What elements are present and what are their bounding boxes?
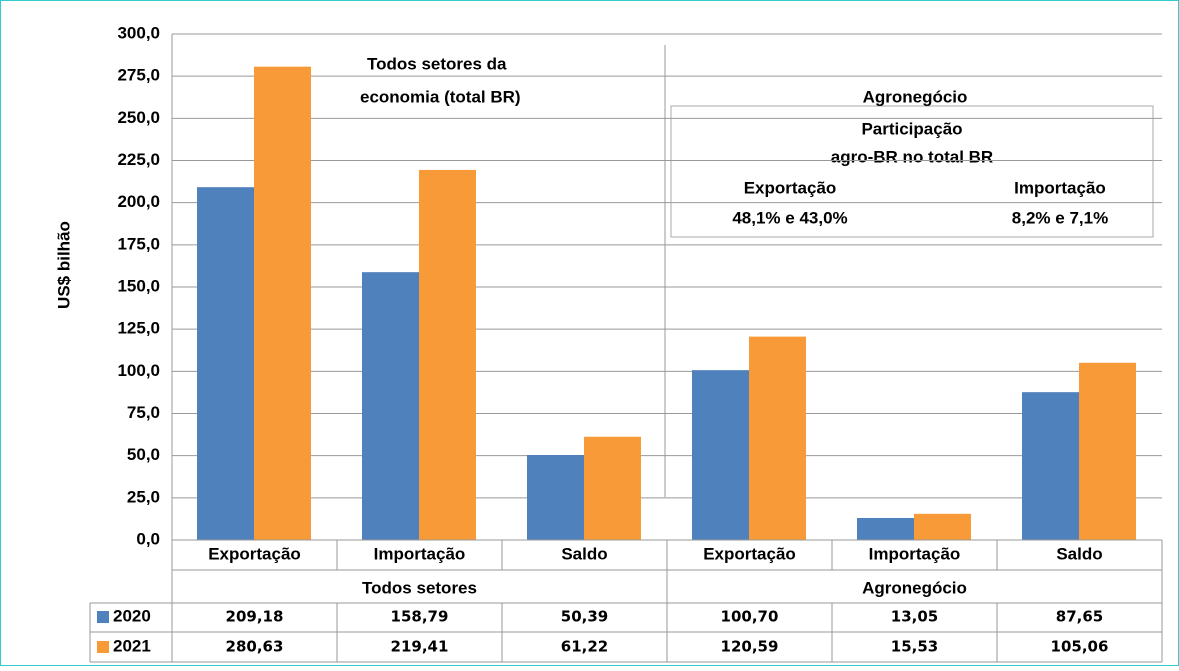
bar xyxy=(584,436,641,540)
value-label: 219,41 xyxy=(391,638,449,656)
value-label: 120,59 xyxy=(721,638,779,656)
annotation: economia (total BR) xyxy=(360,87,521,106)
bar xyxy=(527,455,584,540)
box-title: agro-BR no total BR xyxy=(831,147,993,166)
x-tick-label: Importação xyxy=(869,544,961,563)
group-label: Todos setores xyxy=(362,578,477,597)
value-label: 280,63 xyxy=(226,638,284,656)
info-box xyxy=(670,105,1154,238)
y-tick-label: 100,0 xyxy=(117,361,160,380)
bar xyxy=(362,272,419,540)
y-tick-label: 200,0 xyxy=(117,192,160,211)
x-tick-label: Saldo xyxy=(561,544,607,563)
x-tick-label: Exportação xyxy=(703,544,796,563)
legend-swatch xyxy=(97,611,109,623)
y-tick-label: 175,0 xyxy=(117,234,160,253)
bar xyxy=(857,517,914,540)
value-label: 158,79 xyxy=(391,608,449,626)
value-label: 87,65 xyxy=(1056,608,1103,626)
y-tick-label: 225,0 xyxy=(117,150,160,169)
value-label: 209,18 xyxy=(226,608,284,626)
box-label: Exportação xyxy=(744,178,837,197)
value-label: 100,70 xyxy=(721,608,779,626)
annotation: Agronegócio xyxy=(863,87,968,106)
value-label: 50,39 xyxy=(561,608,608,626)
value-label: 13,05 xyxy=(891,608,938,626)
bar xyxy=(1079,362,1136,540)
x-tick-label: Exportação xyxy=(208,544,301,563)
x-tick-label: Importação xyxy=(374,544,466,563)
box-title: Participação xyxy=(861,119,962,138)
annotation: Todos setores da xyxy=(367,54,507,73)
value-label: 15,53 xyxy=(891,638,938,656)
legend-label: 2021 xyxy=(113,636,151,655)
group-label: Agronegócio xyxy=(862,578,967,597)
bar xyxy=(692,370,749,540)
y-tick-label: 150,0 xyxy=(117,276,160,295)
y-tick-label: 125,0 xyxy=(117,319,160,338)
bar xyxy=(197,187,254,541)
value-label: 105,06 xyxy=(1051,638,1109,656)
bar xyxy=(1022,392,1079,540)
bar xyxy=(749,336,806,540)
y-axis-label: US$ bilhão xyxy=(54,221,73,309)
y-tick-label: 250,0 xyxy=(117,108,160,127)
x-tick-label: Saldo xyxy=(1056,544,1102,563)
y-tick-label: 300,0 xyxy=(117,23,160,42)
value-label: 61,22 xyxy=(561,638,608,656)
y-tick-label: 25,0 xyxy=(127,487,160,506)
y-tick-label: 275,0 xyxy=(117,66,160,85)
box-value: 48,1% e 43,0% xyxy=(732,208,847,227)
y-tick-label: 75,0 xyxy=(127,403,160,422)
bar xyxy=(914,513,971,540)
bar xyxy=(419,169,476,540)
y-tick-label: 0,0 xyxy=(136,529,160,548)
y-tick-label: 50,0 xyxy=(127,445,160,464)
box-value: 8,2% e 7,1% xyxy=(1012,208,1108,227)
legend-label: 2020 xyxy=(113,606,151,625)
box-label: Importação xyxy=(1014,178,1106,197)
legend-swatch xyxy=(97,641,109,653)
bar xyxy=(254,66,311,541)
